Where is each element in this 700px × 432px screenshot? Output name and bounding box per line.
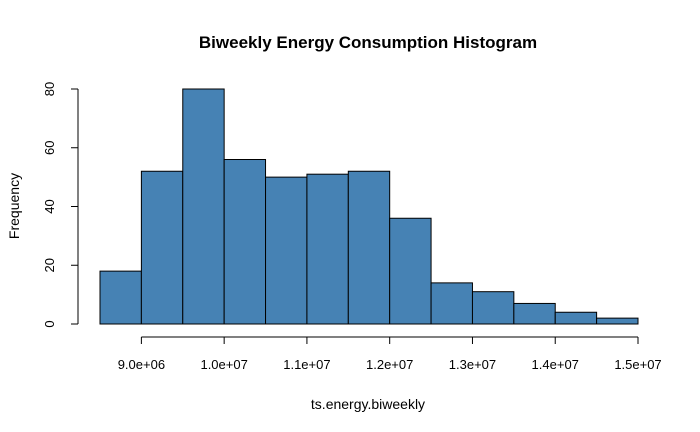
histogram-bar-8 — [389, 217, 432, 325]
x-tick-label-2: 1.0e+07 — [200, 357, 247, 372]
histogram-bar-2 — [140, 170, 184, 325]
chart-title: Biweekly Energy Consumption Histogram — [199, 33, 537, 52]
histogram-bar-1 — [99, 270, 142, 325]
histogram-bar-6 — [306, 173, 349, 325]
y-tick-label-3: 40 — [42, 199, 57, 213]
x-tick-label-6: 1.4e+07 — [532, 357, 579, 372]
histogram-bar-12 — [554, 311, 598, 325]
x-axis: 9.0e+06 1.0e+07 1.1e+07 1.2e+07 1.3e+07 1.4e+… — [118, 336, 662, 372]
histogram-bar-5 — [265, 176, 308, 325]
y-tick-label-2: 20 — [42, 258, 57, 272]
histogram-bar-9 — [430, 282, 473, 325]
histogram-bar-4 — [223, 159, 267, 325]
y-axis: 0 20 40 60 80 — [42, 82, 79, 328]
histogram-bar-10 — [471, 291, 515, 325]
bars-group — [99, 88, 639, 325]
x-tick-label-5: 1.3e+07 — [449, 357, 496, 372]
x-axis-label: ts.energy.biweekly — [311, 396, 425, 412]
y-tick-label-5: 80 — [42, 82, 57, 96]
x-tick-label-3: 1.1e+07 — [283, 357, 330, 372]
histogram-bar-3 — [182, 88, 225, 325]
x-tick-label-4: 1.2e+07 — [366, 357, 413, 372]
x-tick-label-7: 1.5e+07 — [614, 357, 661, 372]
y-axis-label: Frequency — [6, 173, 22, 239]
y-tick-label-4: 60 — [42, 141, 57, 155]
histogram-bar-13 — [596, 317, 639, 325]
y-tick-label-1: 0 — [42, 320, 57, 327]
x-tick-label-1: 9.0e+06 — [118, 357, 165, 372]
histogram-bar-11 — [513, 302, 556, 325]
histogram-bar-7 — [347, 170, 391, 325]
